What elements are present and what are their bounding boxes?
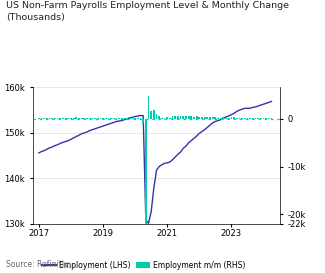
Bar	[132, 118, 133, 119]
Bar	[217, 117, 219, 119]
Bar	[148, 96, 150, 119]
Bar	[252, 118, 254, 119]
Bar	[212, 117, 214, 119]
Bar	[105, 118, 107, 119]
Bar	[158, 116, 160, 119]
Bar	[244, 118, 246, 119]
Bar	[220, 118, 222, 119]
Bar	[41, 118, 43, 119]
Bar	[190, 117, 192, 119]
Bar	[97, 118, 98, 119]
Bar	[263, 118, 264, 119]
Bar	[164, 118, 165, 119]
Bar	[230, 117, 232, 119]
Bar	[225, 118, 227, 119]
Bar	[254, 118, 256, 119]
Bar	[175, 116, 176, 119]
Bar	[150, 111, 152, 119]
Bar	[110, 118, 112, 119]
Bar	[209, 117, 211, 119]
Bar	[94, 118, 96, 119]
Bar	[156, 114, 157, 119]
Bar	[70, 118, 72, 119]
Bar	[180, 117, 181, 119]
Bar	[78, 118, 80, 119]
Bar	[62, 118, 64, 119]
Bar	[38, 118, 40, 119]
Bar	[129, 118, 131, 119]
Bar	[233, 117, 235, 119]
Bar	[257, 118, 259, 119]
Bar	[166, 117, 168, 119]
Bar	[73, 118, 74, 119]
Bar	[92, 118, 93, 119]
Bar	[265, 118, 267, 119]
Bar	[140, 118, 141, 119]
Text: Source: Refinitiv.: Source: Refinitiv.	[6, 260, 71, 269]
Bar	[113, 118, 115, 119]
Bar	[153, 110, 155, 119]
Bar	[193, 117, 195, 119]
Bar	[196, 117, 198, 119]
Bar	[268, 118, 270, 119]
Bar	[86, 118, 88, 119]
Bar	[99, 118, 101, 119]
Bar	[68, 118, 69, 119]
Bar	[102, 118, 104, 119]
Bar	[75, 117, 77, 119]
Bar	[236, 118, 238, 119]
Bar	[116, 118, 117, 119]
Bar	[249, 118, 251, 119]
Bar	[239, 118, 240, 119]
Bar	[188, 116, 189, 119]
Bar	[54, 118, 56, 119]
Bar	[223, 117, 224, 119]
Bar	[247, 118, 248, 119]
Bar	[182, 116, 184, 119]
Bar	[57, 118, 58, 119]
Bar	[241, 118, 243, 119]
Bar	[124, 118, 125, 119]
Legend: Employment (LHS), Employment m/m (RHS): Employment (LHS), Employment m/m (RHS)	[39, 258, 249, 273]
Bar	[204, 117, 205, 119]
Bar	[84, 118, 85, 119]
Bar	[81, 118, 83, 119]
Bar	[65, 118, 67, 119]
Bar	[142, 119, 144, 123]
Bar	[271, 118, 272, 119]
Bar	[172, 117, 174, 119]
Bar	[46, 118, 48, 119]
Bar	[199, 117, 200, 119]
Bar	[134, 118, 136, 119]
Bar	[260, 118, 262, 119]
Bar	[185, 116, 187, 119]
Bar	[201, 117, 203, 119]
Bar	[118, 118, 120, 119]
Bar	[169, 118, 171, 119]
Bar	[206, 117, 208, 119]
Bar	[214, 117, 216, 119]
Bar	[51, 118, 53, 119]
Bar	[177, 116, 179, 119]
Bar	[126, 118, 128, 119]
Bar	[59, 118, 61, 119]
Bar	[49, 118, 50, 119]
Bar	[161, 118, 163, 119]
Text: US Non-Farm Payrolls Employment Level & Monthly Change
(Thousands): US Non-Farm Payrolls Employment Level & …	[6, 1, 290, 22]
Bar	[89, 118, 91, 119]
Bar	[44, 118, 45, 119]
Bar	[145, 119, 147, 224]
Bar	[108, 118, 109, 119]
Bar	[121, 118, 123, 119]
Bar	[228, 118, 229, 119]
Bar	[137, 117, 139, 119]
